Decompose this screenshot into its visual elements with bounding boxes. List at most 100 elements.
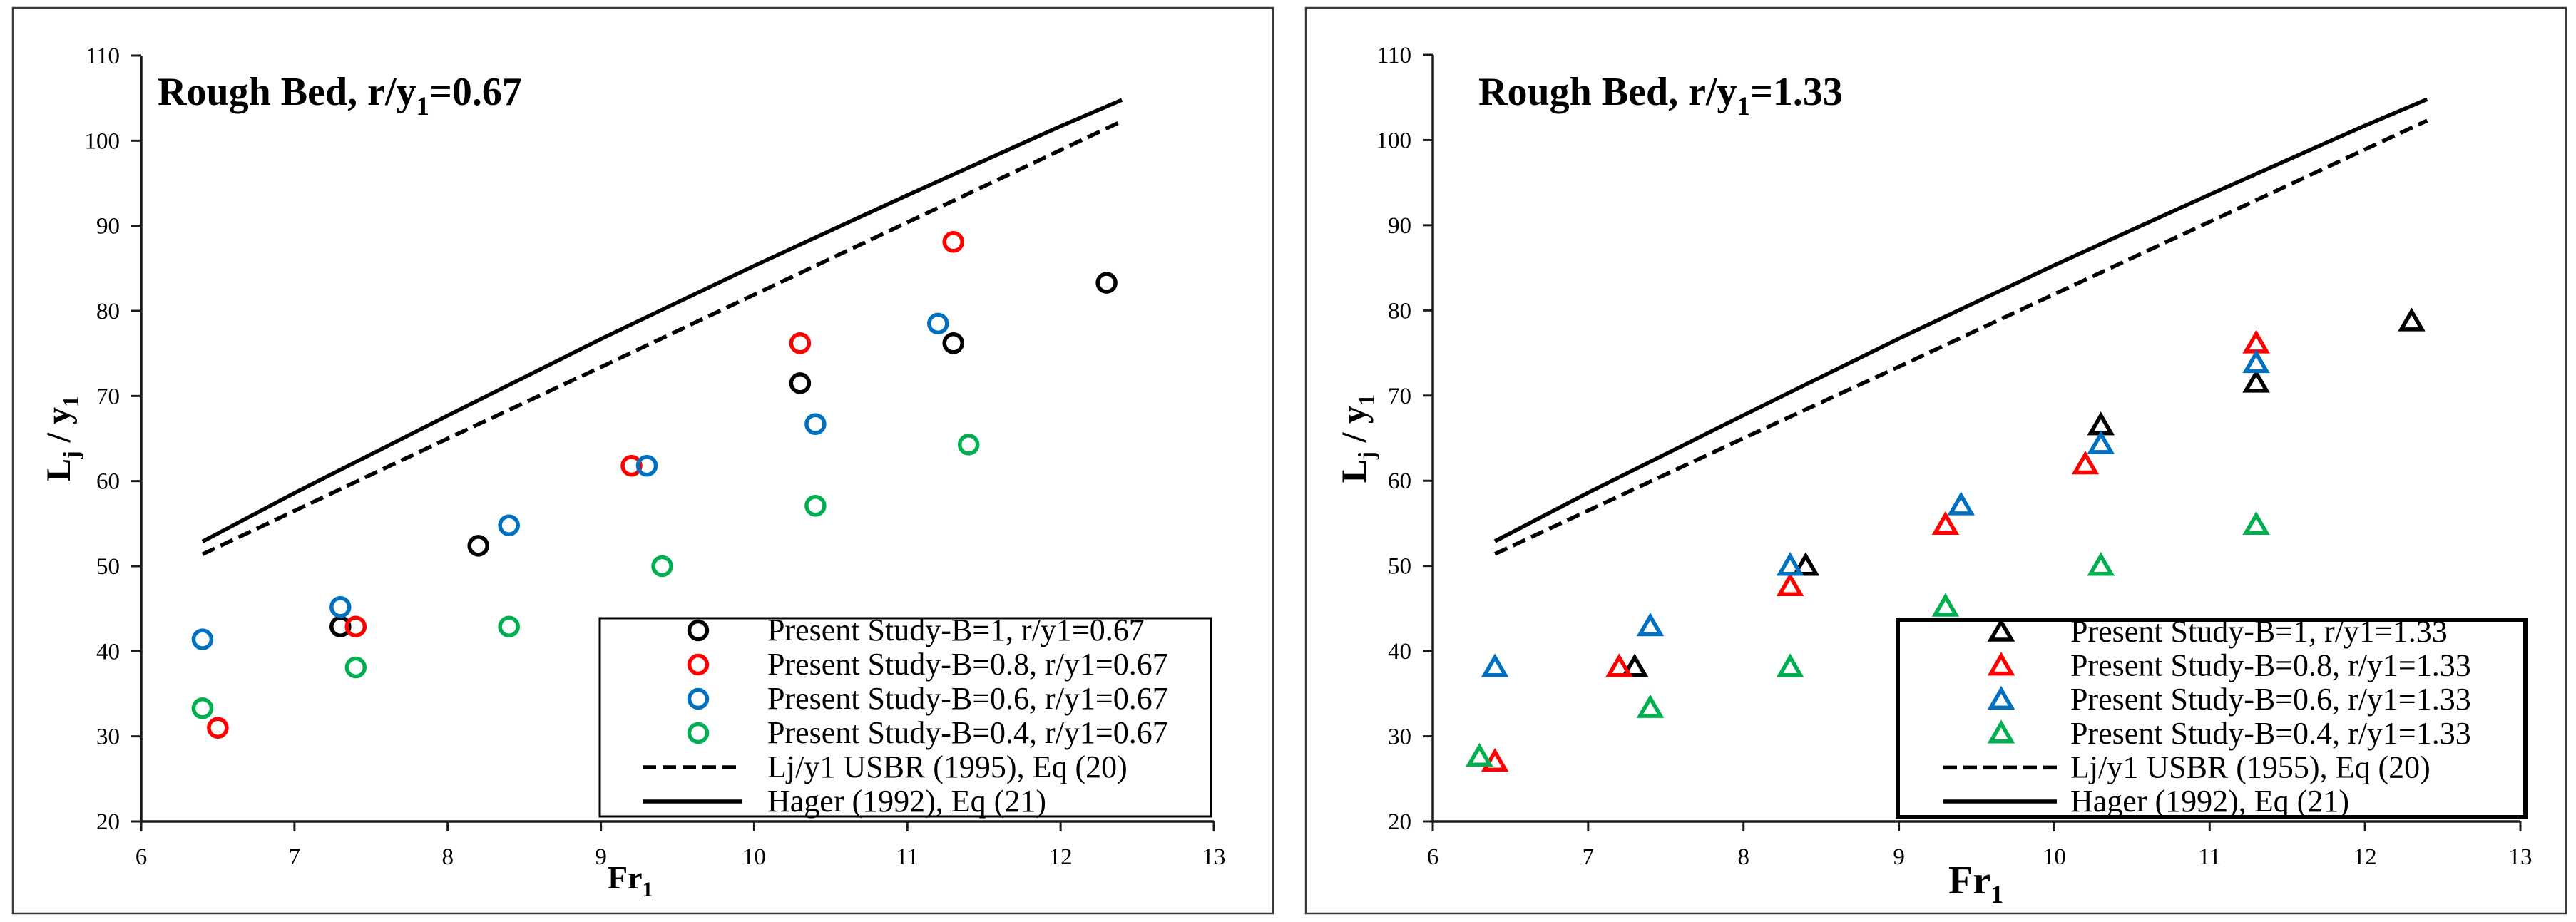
legend-label: Present Study-B=0.4, r/y1=0.67 xyxy=(767,715,1168,750)
title-value: =0.67 xyxy=(429,70,522,114)
x-tick-label: 6 xyxy=(136,844,148,870)
legend-label: Present Study-B=0.6, r/y1=1.33 xyxy=(2070,682,2471,717)
legend-label: Present Study-B=1, r/y1=1.33 xyxy=(2070,614,2448,649)
legend-marker xyxy=(687,687,710,710)
legend-label: Present Study-B=0.8, r/y1=0.67 xyxy=(767,647,1168,682)
legend-label: Hager (1992), Eq (21) xyxy=(2070,784,2349,819)
data-point xyxy=(1931,511,1960,536)
x-axis-label: Fr1 xyxy=(1948,859,2003,908)
y-axis-label-subscript-1: 1 xyxy=(58,396,83,407)
data-point xyxy=(804,413,827,435)
data-point xyxy=(1776,653,1804,677)
y-tick-label: 30 xyxy=(1388,724,1411,750)
y-tick-label: 70 xyxy=(96,384,120,409)
legend-marker xyxy=(1987,719,2015,744)
x-tick-label: 7 xyxy=(289,844,301,870)
data-point xyxy=(191,628,214,650)
data-point xyxy=(344,656,367,679)
y-axis-label: Lj / y1 xyxy=(40,396,83,481)
data-point xyxy=(804,495,827,517)
y-tick-label: 30 xyxy=(96,724,120,750)
x-tick-label: 13 xyxy=(1202,844,1226,870)
data-point xyxy=(1776,572,1804,597)
y-tick-label: 80 xyxy=(1388,298,1411,324)
data-point xyxy=(1481,653,1509,677)
data-point xyxy=(2242,349,2270,374)
chart-frame xyxy=(1304,6,2567,915)
y-tick-label: 50 xyxy=(96,554,120,580)
data-point xyxy=(651,555,673,578)
data-point xyxy=(207,717,229,739)
data-point xyxy=(620,454,643,477)
x-tick-label: 6 xyxy=(1427,844,1439,870)
legend-label: Present Study-B=0.8, r/y1=1.33 xyxy=(2070,648,2471,683)
data-point xyxy=(2087,552,2115,576)
series-3-points xyxy=(1481,349,2270,677)
hager-solid-curve xyxy=(201,98,1123,543)
legend-marker xyxy=(1987,618,2015,642)
y-axis-label: Lj / y1 xyxy=(1334,394,1380,483)
x-tick-label: 12 xyxy=(2353,844,2377,870)
title-value: =1.33 xyxy=(1750,70,1843,114)
x-tick-label: 9 xyxy=(595,844,607,870)
x-tick-label: 9 xyxy=(1893,844,1905,870)
legend-box xyxy=(598,617,1212,818)
data-point xyxy=(2071,451,2100,475)
y-tick-label: 80 xyxy=(96,299,120,324)
y-axis-label-subscript-1: 1 xyxy=(1354,394,1380,406)
y-axis-label-text: L xyxy=(40,459,78,481)
x-tick-label: 11 xyxy=(896,844,919,870)
x-tick-label: 12 xyxy=(1049,844,1073,870)
y-axis-label-subscript-j: j xyxy=(1354,451,1380,460)
title-subscript: 1 xyxy=(1737,92,1751,121)
legend-marker xyxy=(687,653,710,676)
data-point xyxy=(1095,272,1118,294)
title-text: Rough Bed, r/y xyxy=(1478,70,1737,114)
y-tick-label: 70 xyxy=(1388,384,1411,409)
data-point xyxy=(2242,511,2270,536)
data-point xyxy=(1466,742,1493,767)
data-point xyxy=(789,372,812,394)
legend-marker xyxy=(687,722,710,744)
legend-label: Hager (1992), Eq (21) xyxy=(767,784,1046,819)
data-point xyxy=(2242,369,2270,393)
legend-label: Lj/y1 USBR (1995), Eq (20) xyxy=(767,749,1128,784)
y-tick-label: 100 xyxy=(1376,128,1412,153)
y-tick-label: 110 xyxy=(86,43,120,69)
y-axis-label-mid: / y xyxy=(40,407,78,451)
chart-title: Rough Bed, r/y1=0.67 xyxy=(158,70,522,121)
data-point xyxy=(789,332,812,354)
data-point xyxy=(942,231,964,253)
x-tick-label: 13 xyxy=(2509,844,2532,870)
data-point xyxy=(1792,552,1820,576)
x-tick-label: 10 xyxy=(742,844,766,870)
x-axis-label-subscript: 1 xyxy=(1990,880,2003,908)
x-tick-label: 7 xyxy=(1583,844,1595,870)
series-3-points xyxy=(191,312,949,650)
y-tick-label: 60 xyxy=(96,469,120,495)
series-4-points xyxy=(1466,511,2270,767)
data-point xyxy=(635,454,658,477)
x-axis-label-text: Fr xyxy=(1948,859,1990,903)
data-point xyxy=(927,312,949,335)
usbr-dashed-curve xyxy=(201,119,1123,556)
y-tick-label: 90 xyxy=(96,214,120,240)
x-tick-label: 8 xyxy=(1737,844,1749,870)
y-tick-label: 40 xyxy=(96,639,120,665)
data-point xyxy=(1947,491,1975,516)
x-axis-label: Fr1 xyxy=(608,859,653,901)
y-axis-label-subscript-j: j xyxy=(58,451,83,459)
data-point xyxy=(344,615,367,637)
series-4-points xyxy=(191,434,980,719)
x-tick-label: 11 xyxy=(2198,844,2221,870)
legend-marker xyxy=(687,619,710,642)
data-point xyxy=(191,697,214,719)
data-point xyxy=(1605,653,1633,677)
usbr-dashed-curve xyxy=(1493,118,2428,556)
data-point xyxy=(1636,613,1665,637)
data-point xyxy=(2087,430,2115,454)
